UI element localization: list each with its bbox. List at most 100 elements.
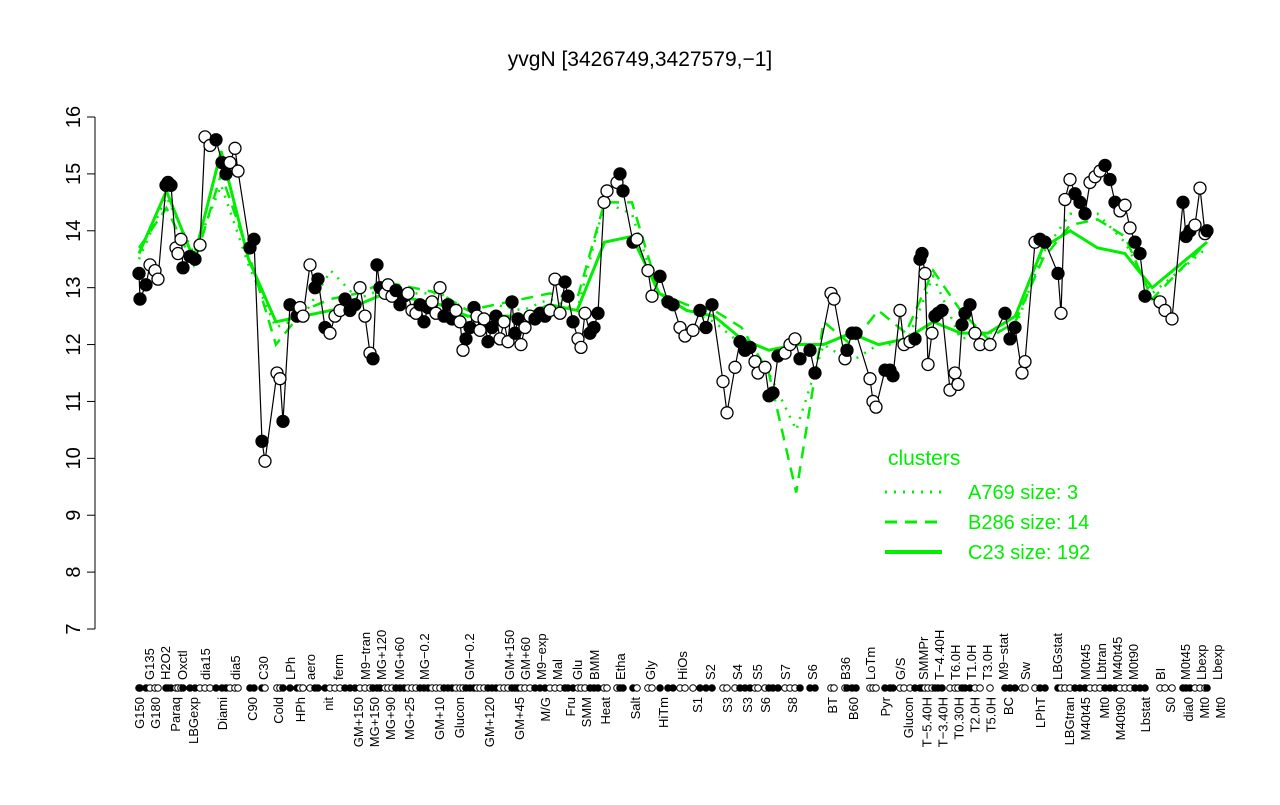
rug-point [872, 684, 880, 692]
data-point [955, 317, 969, 332]
rug-point [154, 684, 162, 692]
x-tick-label-upper: T−4.40H [932, 630, 947, 680]
data-point [1003, 332, 1017, 346]
data-point [247, 232, 261, 246]
x-tick-label-lower: SMM [579, 697, 594, 727]
rug-point [774, 684, 782, 692]
x-tick-label-lower: HiTm [656, 697, 671, 728]
x-tick-label-upper: Lbtran [1094, 643, 1109, 680]
data-point [1188, 218, 1202, 232]
data-point [1123, 221, 1137, 235]
rug-point [179, 684, 187, 692]
rug-point [1161, 684, 1169, 692]
data-point [497, 315, 511, 329]
x-tick-label-upper: LBGstat [1050, 633, 1065, 680]
x-tick-label-lower: GM+10 [432, 697, 447, 740]
data-point [139, 278, 153, 292]
x-tick-label-upper: Lbexp [1210, 645, 1225, 680]
x-tick-label-lower: GM+120 [482, 697, 497, 747]
x-tick-label-upper: Oxctl [175, 650, 190, 680]
x-tick-label-upper: M9−stat [996, 633, 1011, 680]
rug-point [299, 684, 307, 692]
x-tick-label-lower: S0 [1163, 697, 1178, 713]
data-point [219, 167, 233, 181]
x-tick-label-upper: H2O2 [158, 646, 173, 680]
x-tick-label-lower: BC [1001, 697, 1016, 715]
data-point [886, 369, 900, 383]
x-tick-label-upper: GM+60 [518, 637, 533, 680]
data-point [803, 343, 817, 357]
data-point [514, 337, 528, 352]
x-tick-label-upper: S5 [750, 664, 765, 680]
data-point [417, 315, 431, 329]
rug-point [830, 684, 838, 692]
x-tick-label-lower: BT [825, 697, 840, 714]
data-point [303, 258, 317, 272]
data-point [1118, 198, 1132, 212]
y-tick-label: 9 [63, 510, 85, 521]
x-tick-label-lower: Paraq [168, 697, 183, 732]
data-point [869, 400, 883, 414]
x-tick-label-lower: MG+150 [367, 697, 382, 747]
x-tick-label-upper: S4 [730, 664, 745, 680]
x-tick-label-lower: Mt0 [1213, 697, 1228, 719]
data-point [1158, 303, 1172, 318]
data-point [699, 320, 713, 335]
data-point [693, 303, 707, 318]
data-point [370, 258, 384, 272]
y-tick-label: 14 [63, 220, 85, 242]
data-point [133, 292, 147, 306]
rug-point [633, 684, 641, 692]
data-point [918, 266, 932, 281]
rug-point [1041, 684, 1049, 692]
x-tick-label-upper: S7 [778, 664, 793, 680]
y-tick-label: 16 [63, 106, 85, 128]
rug-point [1011, 684, 1019, 692]
x-tick-label-lower: dia0 [1181, 697, 1196, 722]
data-point [228, 141, 242, 155]
data-point [193, 238, 207, 252]
x-tick-label-upper: M0t45 [1178, 644, 1193, 680]
x-tick-label-lower: S1 [690, 697, 705, 713]
data-point [1063, 172, 1077, 187]
rug-point [279, 684, 287, 692]
x-tick-label-upper: HiOs [675, 651, 690, 680]
data-point [908, 332, 922, 346]
data-point [968, 326, 982, 340]
rug-point [976, 684, 984, 692]
rug-point [938, 684, 946, 692]
rug-point [1168, 684, 1176, 692]
x-tick-label-lower: T−3.40H [936, 697, 951, 747]
data-point [1038, 235, 1052, 249]
data-point [808, 366, 822, 380]
data-point [840, 343, 854, 357]
data-point [323, 326, 337, 340]
y-axis-ticks: 7 8 9 10 11 12 13 14 15 16 [63, 106, 95, 635]
x-tick-label-upper: LoTm [863, 647, 878, 680]
x-tick-label-upper: GM+150 [502, 630, 517, 680]
x-tick-label-upper: M40t45 [1110, 637, 1125, 680]
x-tick-label-lower: Glucon [901, 697, 916, 738]
x-tick-label-upper: Glu [570, 660, 585, 680]
x-tick-label-upper: G135 [142, 648, 157, 680]
data-point [963, 298, 977, 312]
data-point [473, 323, 487, 337]
x-tick-label-upper: S6 [805, 664, 820, 680]
data-point [915, 246, 929, 261]
x-tick-label-lower: M40t45 [1078, 697, 1093, 740]
data-point [613, 167, 627, 181]
data-point [630, 232, 644, 246]
data-point [728, 360, 742, 374]
y-tick-label: 15 [63, 163, 85, 185]
data-point [935, 303, 949, 318]
data-point [164, 178, 178, 192]
data-point [743, 340, 757, 355]
x-tick-label-lower: GM+45 [512, 697, 527, 740]
y-tick-label: 10 [63, 447, 85, 469]
x-tick-label-upper: C30 [256, 656, 271, 680]
data-point [453, 315, 467, 329]
x-tick-label-upper: Mal [550, 659, 565, 680]
x-tick-label-upper: M0t45 [1078, 644, 1093, 680]
x-tick-label-upper: M9−exp [534, 633, 549, 680]
